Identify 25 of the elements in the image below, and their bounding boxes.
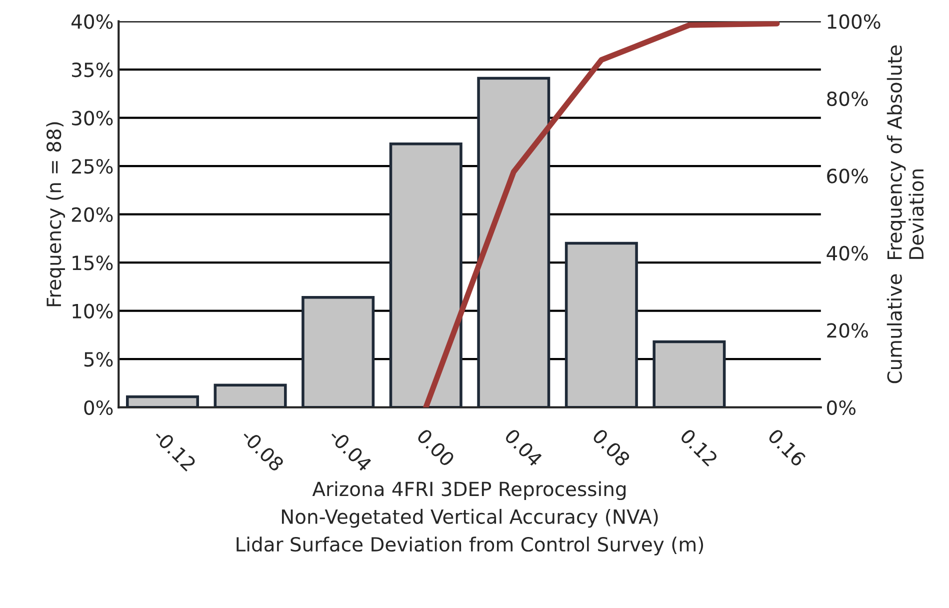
bar [652, 340, 726, 408]
y-tick-label: 5% [84, 352, 113, 367]
y2-tick-label: 40% [826, 246, 868, 261]
y2-tick-label: 60% [827, 168, 868, 184]
y-tick-label: 15% [72, 256, 113, 270]
bar [214, 384, 287, 408]
y2-tick-label: 20% [827, 323, 868, 338]
y2-tick-label: 80% [827, 91, 868, 106]
x-axis-title: Arizona 4FRI 3DEP Reprocessing Non-Vegetated Vertical Accuracy (NVA) Lidar Surface Deviation from Control Survey (m) [236, 481, 704, 556]
y-tick-label: 20% [72, 207, 113, 222]
bar [477, 76, 550, 408]
bar [389, 142, 462, 408]
y2-tick-label: 0% [827, 400, 856, 416]
y-axis-title: Frequency (n = 88) [46, 122, 65, 306]
y-tick-label: 40% [71, 14, 113, 29]
bar [302, 296, 375, 408]
y2-axis-title: Cumulative Frequency of Absolute Deviation [886, 45, 924, 384]
y-tick-label: 35% [72, 62, 113, 78]
bar [564, 242, 638, 408]
y-tick-label: 0% [84, 400, 113, 416]
y-tick-label: 25% [72, 159, 113, 174]
y-tick-label: 10% [72, 304, 113, 319]
y2-tick-label: 100% [828, 14, 880, 29]
y-tick-label: 30% [72, 110, 113, 126]
bar [126, 395, 200, 408]
